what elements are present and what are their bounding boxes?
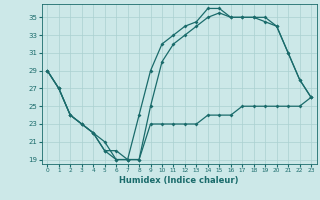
X-axis label: Humidex (Indice chaleur): Humidex (Indice chaleur) <box>119 176 239 185</box>
